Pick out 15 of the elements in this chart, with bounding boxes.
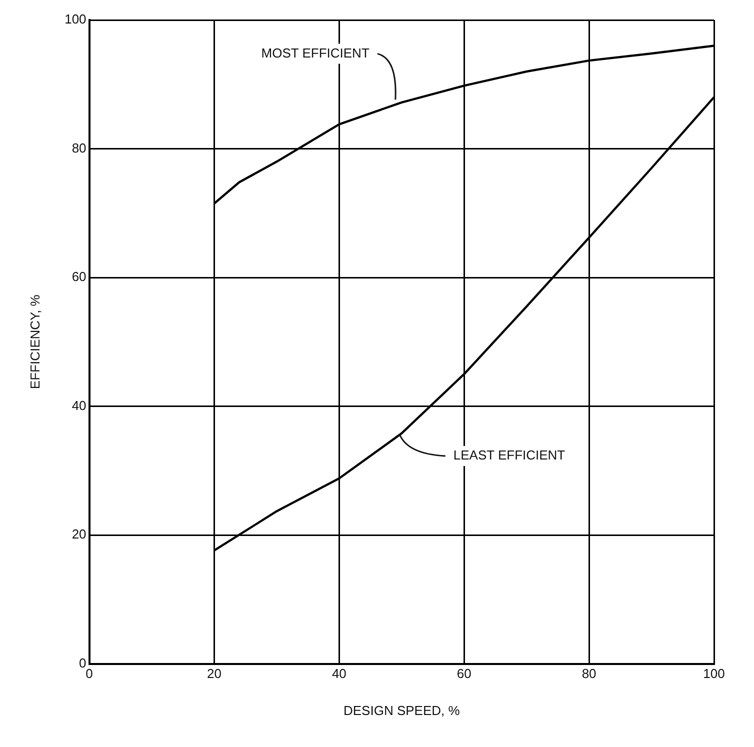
- x-axis-title: DESIGN SPEED, %: [343, 702, 460, 718]
- y-tick-label: 100: [64, 12, 86, 27]
- y-tick-label: 20: [72, 526, 86, 542]
- annotation: MOST EFFICIENT: [261, 45, 370, 60]
- x-tick-label: 40: [332, 666, 346, 682]
- x-tick-label: 80: [582, 666, 596, 682]
- y-tick-label: 80: [72, 140, 86, 156]
- x-tick-label: 100: [703, 666, 725, 682]
- y-tick-label: 0: [79, 655, 86, 670]
- y-axis-title: EFFICIENCY, %: [27, 294, 42, 390]
- x-tick-label: 60: [456, 666, 472, 682]
- y-tick-label: 60: [72, 269, 86, 284]
- y-tick-label: 40: [72, 398, 86, 413]
- annotation: LEAST EFFICIENT: [453, 448, 566, 463]
- x-tick-label: 20: [207, 666, 222, 682]
